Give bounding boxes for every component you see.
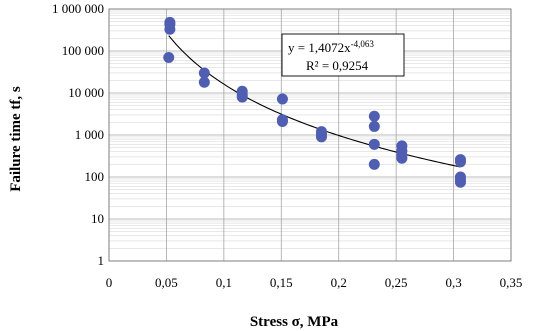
equation-annotation: y = 1,4072x-4,063 R² = 0,9254: [281, 33, 405, 77]
trendline-group: [168, 35, 461, 168]
data-point: [198, 67, 210, 79]
x-tick-label: 0: [106, 275, 113, 290]
data-point: [368, 120, 380, 132]
equation-exponent: -4,063: [351, 39, 375, 49]
x-tick-label: 0,3: [445, 275, 461, 290]
equation-box: [281, 33, 405, 77]
x-tick-label: 0,25: [385, 275, 408, 290]
y-tick-label: 1 000: [75, 127, 104, 142]
y-axis-title: Failure time tf, s: [8, 86, 24, 192]
x-tick-label: 0,35: [500, 275, 523, 290]
equation-base: y = 1,4072x: [288, 40, 351, 55]
data-point: [236, 91, 248, 103]
y-tick-label: 10: [91, 211, 104, 226]
x-tick-label: 0,05: [155, 275, 178, 290]
x-tick-label: 0,1: [216, 275, 232, 290]
x-axis-title: Stress σ, MPa: [250, 314, 339, 330]
data-point: [163, 52, 175, 64]
y-tick-label: 100: [85, 169, 105, 184]
plot-area-border: [108, 8, 512, 262]
data-points: [163, 16, 466, 188]
equation-line: y = 1,4072x-4,063: [288, 39, 374, 55]
data-point: [276, 115, 288, 127]
data-point: [368, 138, 380, 150]
data-point: [164, 23, 176, 35]
data-point: [315, 131, 327, 143]
data-point: [454, 156, 466, 168]
x-axis-tick-labels: 0 0,05 0,1 0,15 0,2 0,25 0,3 0,35: [106, 275, 523, 290]
y-tick-label: 100 000: [62, 43, 104, 58]
y-tick-label: 1 000 000: [52, 1, 104, 16]
data-point: [368, 158, 380, 170]
y-tick-label: 10 000: [68, 85, 104, 100]
y-tick-label: 1: [98, 253, 105, 268]
data-point: [454, 176, 466, 188]
x-tick-label: 0,15: [270, 275, 293, 290]
data-point: [198, 76, 210, 88]
data-point: [396, 152, 408, 164]
r-squared-label: R² = 0,9254: [306, 58, 369, 73]
power-trendline: [168, 35, 461, 168]
y-axis-tick-labels: 1 10 100 1 000 10 000 100 000 1 000 000: [52, 1, 104, 268]
data-point: [368, 110, 380, 122]
data-point: [276, 93, 288, 105]
x-tick-label: 0,2: [331, 275, 347, 290]
